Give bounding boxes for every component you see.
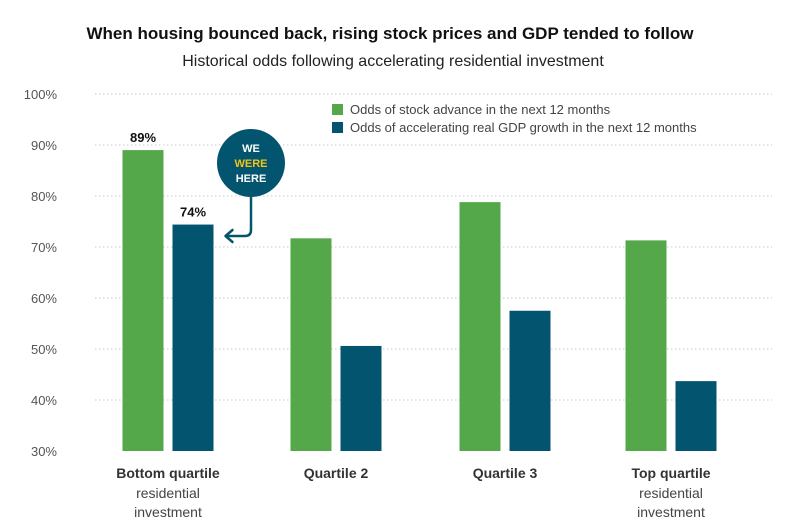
y-tick-label: 70% bbox=[31, 240, 57, 255]
data-label: 89% bbox=[130, 130, 156, 145]
bar-stock-1 bbox=[290, 238, 332, 451]
chart-title: When housing bounced back, rising stock … bbox=[86, 24, 694, 43]
y-tick-label: 40% bbox=[31, 393, 57, 408]
bar-gdp-2 bbox=[509, 310, 551, 451]
callout-text: WERE bbox=[235, 158, 268, 170]
y-axis-ticks: 30% 40% 50% 60% 70% 80% 90% 100% bbox=[24, 87, 58, 459]
category-label: Quartile 2 bbox=[304, 465, 369, 481]
callout-circle bbox=[217, 129, 285, 197]
bar-gdp-3 bbox=[675, 381, 717, 451]
callout-text: WE bbox=[242, 143, 260, 155]
bar-stock-2 bbox=[459, 202, 501, 451]
legend-label: Odds of accelerating real GDP growth in … bbox=[350, 120, 697, 135]
bar-stock-3 bbox=[625, 240, 667, 451]
callout-arrow-head bbox=[224, 228, 234, 244]
category-sublabel: investment bbox=[134, 504, 202, 520]
bar-gdp-0 bbox=[172, 224, 214, 451]
bar-gdp-1 bbox=[340, 345, 382, 451]
y-tick-label: 60% bbox=[31, 291, 57, 306]
chart-subtitle: Historical odds following accelerating r… bbox=[182, 53, 604, 70]
category-label: Top quartile bbox=[631, 465, 710, 481]
legend: Odds of stock advance in the next 12 mon… bbox=[332, 102, 697, 135]
legend-swatch bbox=[332, 104, 343, 115]
we-were-here-callout: WE WERE HERE bbox=[217, 129, 285, 244]
y-tick-label: 50% bbox=[31, 342, 57, 357]
y-tick-label: 100% bbox=[24, 87, 58, 102]
legend-label: Odds of stock advance in the next 12 mon… bbox=[350, 102, 611, 117]
legend-swatch bbox=[332, 122, 343, 133]
y-tick-label: 30% bbox=[31, 444, 57, 459]
x-axis-categories: Bottom quartile residential investment Quar… bbox=[116, 465, 710, 520]
category-sublabel: residential bbox=[136, 485, 200, 501]
category-label: Bottom quartile bbox=[116, 465, 220, 481]
callout-arrow-line bbox=[225, 197, 253, 238]
bars bbox=[122, 150, 717, 451]
bar-stock-0 bbox=[122, 150, 164, 451]
y-tick-label: 90% bbox=[31, 138, 57, 153]
category-sublabel: residential bbox=[639, 485, 703, 501]
data-label: 74% bbox=[180, 205, 206, 220]
category-sublabel: investment bbox=[637, 504, 705, 520]
callout-text: HERE bbox=[236, 173, 267, 185]
data-labels: 89% 74% bbox=[130, 130, 206, 219]
category-label: Quartile 3 bbox=[473, 465, 538, 481]
y-tick-label: 80% bbox=[31, 189, 57, 204]
